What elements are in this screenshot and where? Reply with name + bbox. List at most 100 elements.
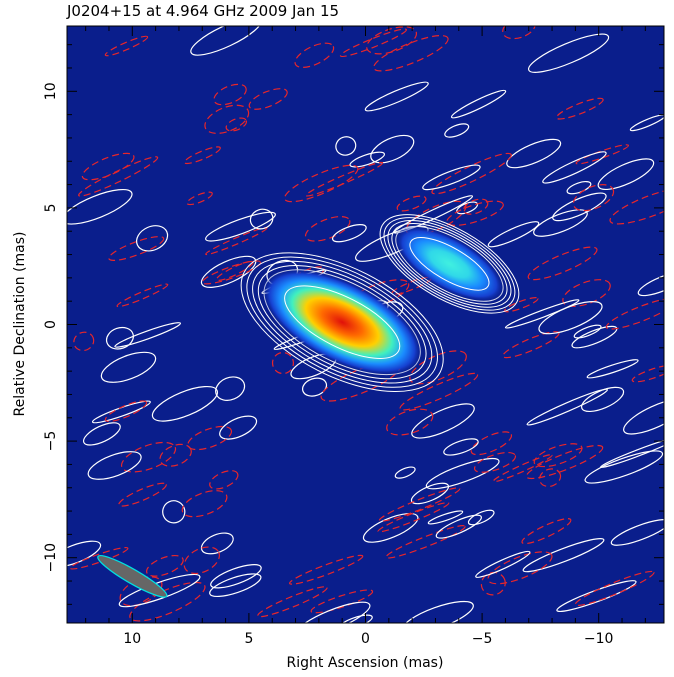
negative-contour <box>399 372 479 411</box>
positive-contour <box>610 519 664 546</box>
positive-contour <box>623 398 664 435</box>
negative-contour <box>183 546 220 575</box>
positive-contour <box>443 438 479 456</box>
negative-contour <box>480 571 506 596</box>
positive-contour <box>370 134 415 164</box>
negative-contour <box>378 487 461 522</box>
chart-title: J0204+15 at 4.964 GHz 2009 Jan 15 <box>66 2 339 20</box>
source-contour <box>240 252 444 393</box>
source-contour-inner <box>284 285 401 359</box>
negative-contour <box>116 283 169 308</box>
positive-contour <box>215 376 246 401</box>
negative-contour <box>631 364 664 383</box>
positive-contour <box>151 385 219 422</box>
negative-contour <box>462 198 489 215</box>
negative-contour <box>186 191 213 206</box>
negative-contour <box>294 42 335 68</box>
positive-contour <box>200 532 234 555</box>
positive-contour <box>533 209 588 237</box>
negative-contour <box>118 482 167 507</box>
positive-contour <box>435 514 482 539</box>
x-tick-label: 5 <box>244 631 253 647</box>
positive-contour <box>82 422 121 446</box>
positive-contour <box>527 33 610 73</box>
source-contour <box>246 256 438 388</box>
negative-contour <box>473 451 517 473</box>
positive-contour <box>506 138 562 169</box>
positive-contour <box>362 513 419 543</box>
negative-contour <box>539 468 562 488</box>
y-tick-label: 0 <box>43 320 59 329</box>
negative-contour <box>305 161 384 197</box>
negative-contour <box>81 152 135 181</box>
x-axis: 10 5 0 −5 −10 <box>85 26 646 647</box>
positive-contour <box>475 550 531 578</box>
x-tick-label: −5 <box>472 631 493 647</box>
y-axis-label: Relative Declination (mas) <box>12 232 28 417</box>
negative-contour <box>120 441 177 473</box>
positive-contour <box>444 123 470 138</box>
positive-contour <box>542 151 607 184</box>
positive-contour <box>338 614 373 623</box>
source-contour-inner <box>409 237 490 291</box>
negative-contour <box>386 408 434 436</box>
negative-contour <box>248 88 288 110</box>
negative-contour <box>304 215 351 242</box>
negative-contour <box>470 431 513 456</box>
negative-contour <box>555 97 604 120</box>
positive-contour <box>136 225 169 252</box>
positive-contour <box>393 195 474 234</box>
positive-contour <box>209 573 262 598</box>
plot-area <box>66 25 665 624</box>
negative-contour <box>104 400 148 423</box>
negative-contour <box>73 331 95 352</box>
negative-contour <box>183 146 221 165</box>
positive-contour <box>584 450 664 484</box>
negative-contour <box>181 490 228 518</box>
positive-contour <box>114 322 182 348</box>
negative-contour <box>431 152 512 195</box>
negative-contour <box>396 195 427 212</box>
positive-contour <box>504 299 580 329</box>
negative-contour <box>108 236 165 261</box>
positive-contour <box>526 388 608 426</box>
positive-contour <box>200 255 257 288</box>
positive-contour <box>210 564 262 589</box>
y-tick-label: 10 <box>43 82 59 100</box>
positive-contour <box>249 208 274 230</box>
positive-contour <box>487 221 540 248</box>
negative-contour <box>492 454 553 483</box>
positive-contour <box>573 324 602 339</box>
negative-contour <box>385 525 466 559</box>
positive-contour <box>394 466 416 479</box>
positive-contour <box>422 164 481 191</box>
positive-contour <box>100 351 157 383</box>
negative-contour <box>527 246 598 281</box>
negative-contour <box>201 260 262 285</box>
positive-contour <box>294 601 371 623</box>
positive-contour <box>205 211 276 242</box>
negative-contour <box>373 34 449 72</box>
positive-contour <box>335 136 357 156</box>
positive-contour <box>190 26 262 56</box>
positive-contour <box>427 510 464 525</box>
negative-contour <box>283 164 359 203</box>
positive-contour <box>364 81 429 112</box>
negative-contour <box>78 156 159 197</box>
y-tick-label: 5 <box>43 203 59 212</box>
positive-contour <box>450 89 507 119</box>
negative-contour <box>209 470 239 490</box>
negative-contour <box>562 279 611 307</box>
negative-contour <box>69 546 129 570</box>
positive-contour <box>425 457 500 490</box>
negative-contour <box>446 200 504 226</box>
negative-contour <box>204 104 250 134</box>
negative-contour <box>213 83 247 106</box>
positive-contour <box>219 415 258 440</box>
source-contour <box>252 260 433 384</box>
negative-contour <box>225 117 248 132</box>
positive-contour <box>552 192 607 222</box>
negative-contour <box>104 35 149 57</box>
positive-contour <box>637 271 664 297</box>
